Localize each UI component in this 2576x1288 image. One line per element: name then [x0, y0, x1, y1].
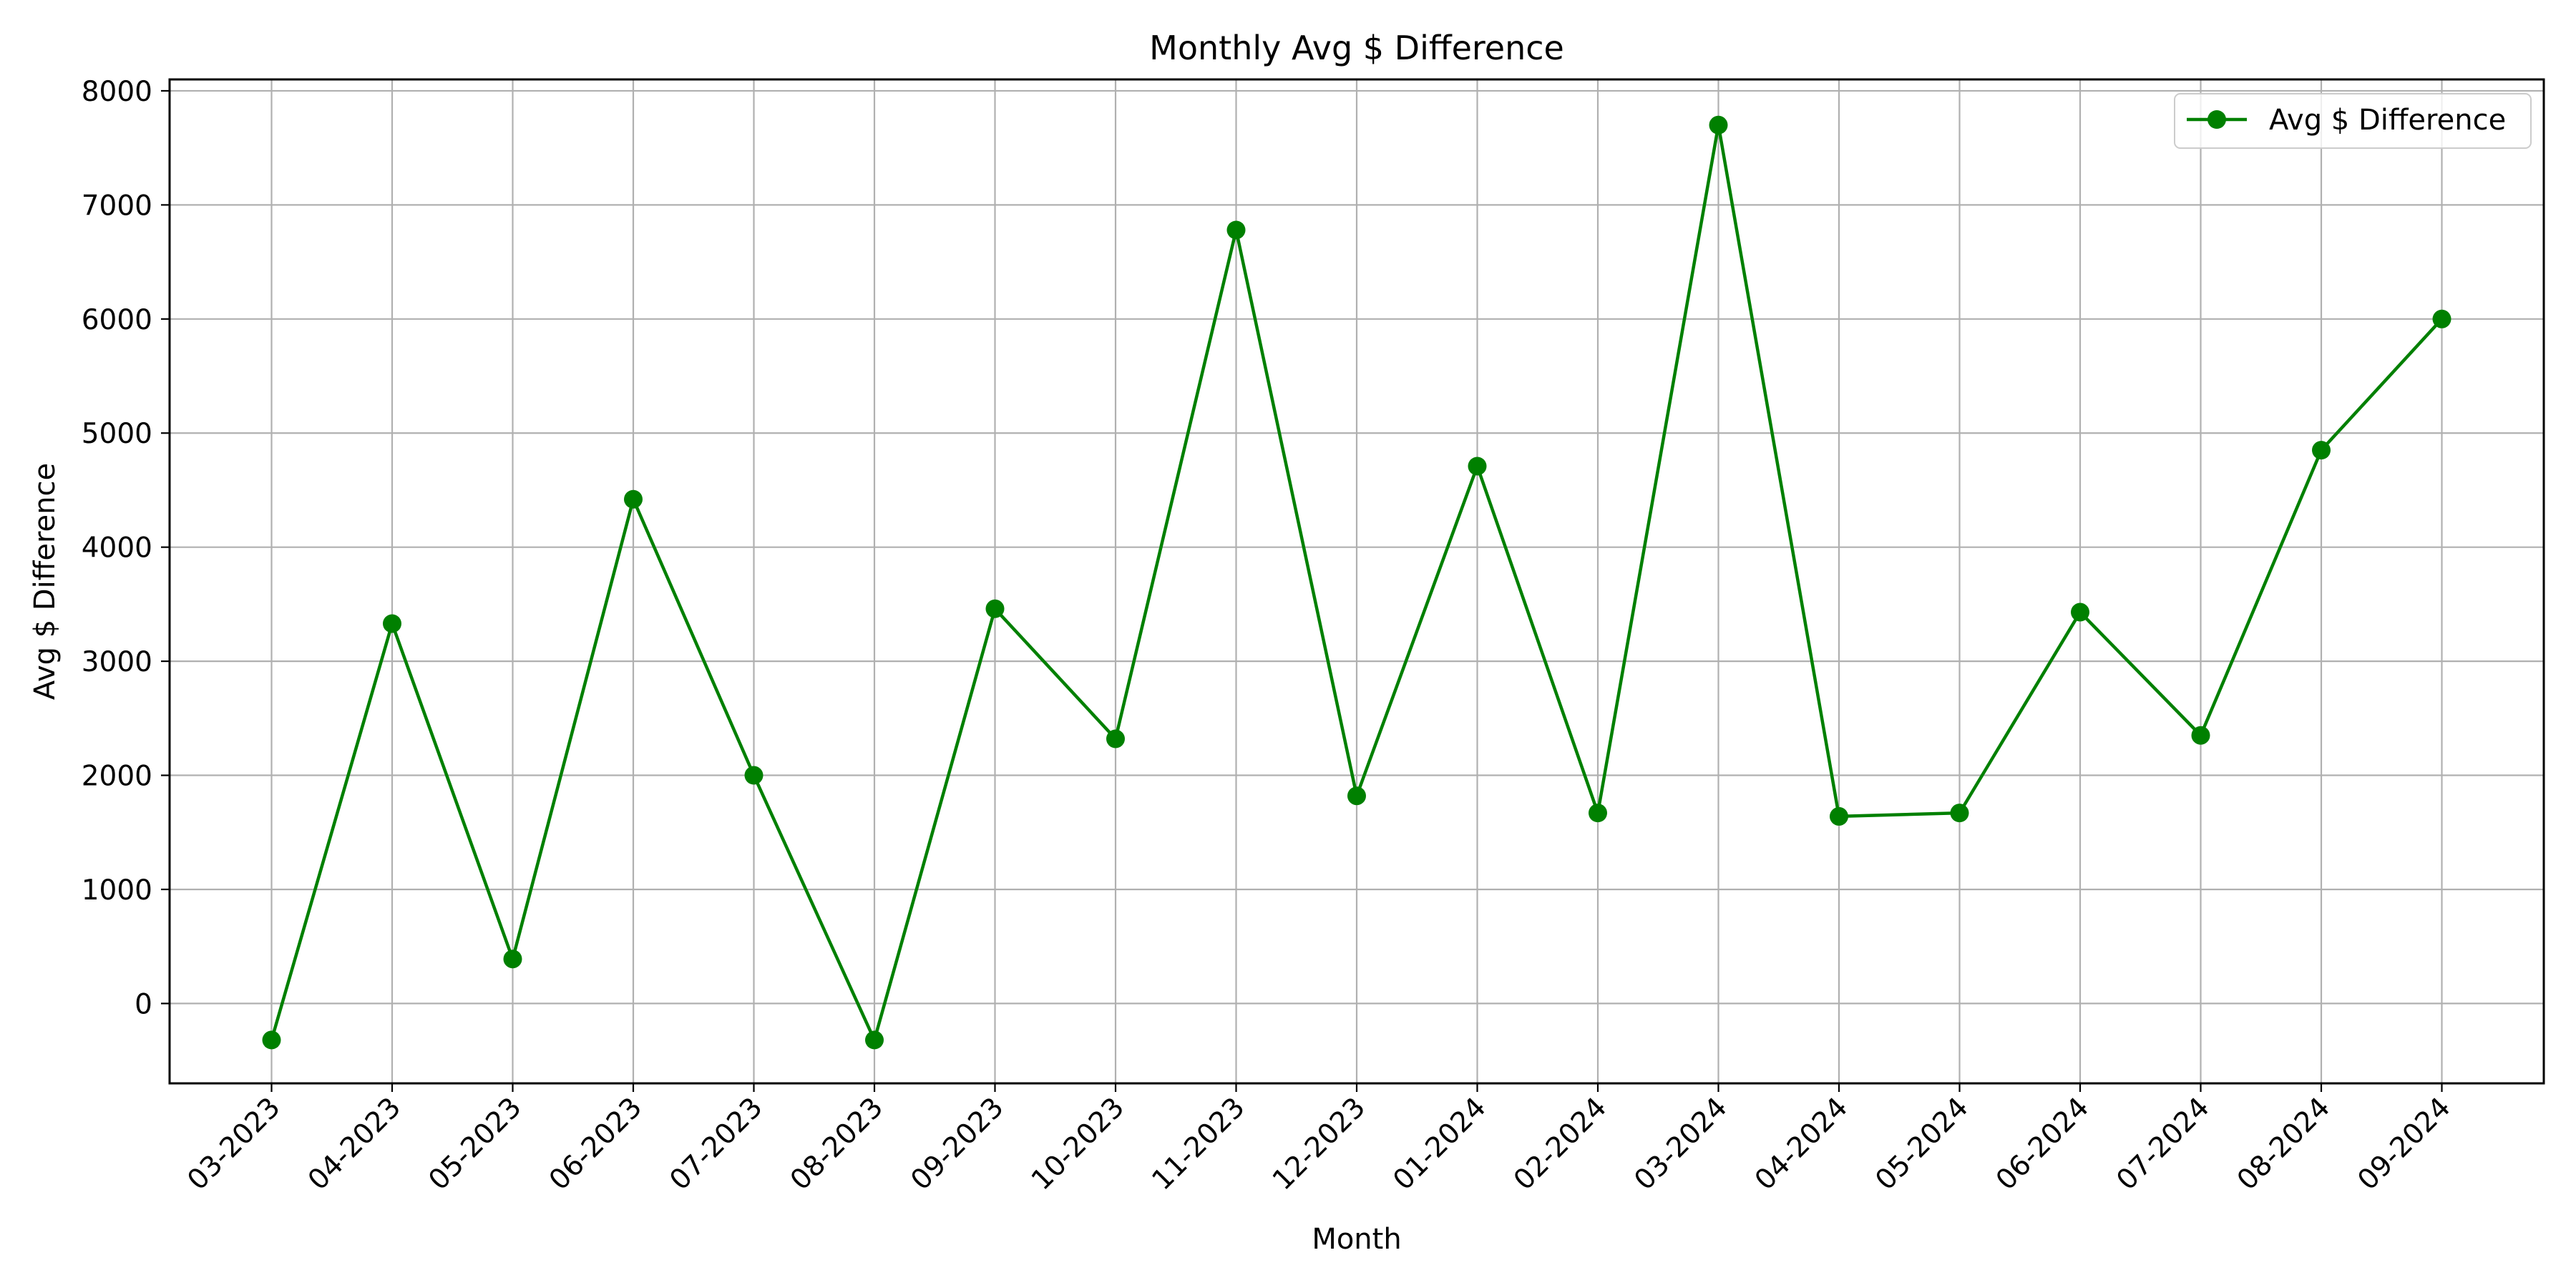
- y-tick-label: 2000: [82, 761, 152, 793]
- data-point: [1709, 115, 1728, 135]
- x-axis-label: Month: [1312, 1223, 1401, 1256]
- legend-label: Avg $ Difference: [2269, 104, 2506, 137]
- y-tick-label: 6000: [82, 304, 152, 336]
- data-point: [1950, 804, 1969, 823]
- y-tick-label: 4000: [82, 532, 152, 565]
- legend-marker-swatch: [2207, 110, 2226, 129]
- data-point: [985, 599, 1005, 618]
- y-tick-label: 3000: [82, 646, 152, 678]
- y-tick-label: 7000: [82, 190, 152, 222]
- data-point: [2071, 602, 2089, 622]
- legend-box: [2174, 93, 2532, 149]
- data-point: [1468, 457, 1487, 476]
- data-point: [744, 766, 763, 785]
- data-point: [383, 614, 401, 633]
- data-point: [1106, 729, 1125, 748]
- data-point: [2312, 441, 2331, 460]
- y-tick-label: 5000: [82, 418, 152, 450]
- data-point: [1830, 806, 1848, 826]
- y-axis-label: Avg $ Difference: [29, 463, 62, 700]
- data-point: [1589, 804, 1607, 823]
- legend: Avg $ Difference: [2174, 93, 2532, 149]
- series-layer: [262, 115, 2451, 1050]
- data-point: [262, 1030, 281, 1050]
- y-tick-label: 8000: [82, 76, 152, 108]
- y-tick-label: 0: [135, 988, 152, 1020]
- data-point: [503, 950, 522, 969]
- data-point: [1226, 220, 1246, 240]
- data-point: [865, 1030, 884, 1050]
- data-point: [1347, 786, 1366, 806]
- chart-title: Monthly Avg $ Difference: [1149, 29, 1564, 67]
- data-point: [2432, 309, 2451, 328]
- grid: [170, 79, 2544, 1083]
- data-point: [624, 489, 643, 509]
- data-point: [2191, 726, 2210, 745]
- y-tick-label: 1000: [82, 874, 152, 907]
